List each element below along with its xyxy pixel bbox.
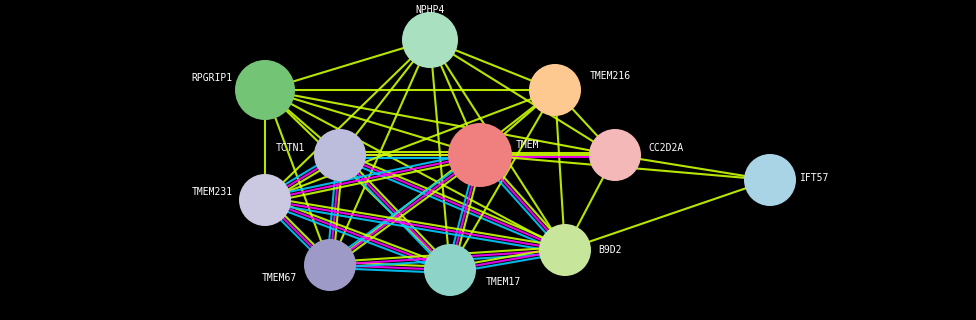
- Circle shape: [402, 12, 458, 68]
- Text: IFT57: IFT57: [800, 173, 830, 183]
- Text: NPHP4: NPHP4: [416, 5, 445, 15]
- Circle shape: [304, 239, 356, 291]
- Text: CC2D2A: CC2D2A: [648, 143, 683, 153]
- Circle shape: [589, 129, 641, 181]
- Circle shape: [529, 64, 581, 116]
- Circle shape: [424, 244, 476, 296]
- Text: TCTN1: TCTN1: [275, 143, 305, 153]
- Circle shape: [448, 123, 512, 187]
- Circle shape: [235, 60, 295, 120]
- Text: TMEM67: TMEM67: [262, 273, 297, 283]
- Text: TMEM216: TMEM216: [590, 71, 631, 81]
- Circle shape: [314, 129, 366, 181]
- Circle shape: [539, 224, 591, 276]
- Text: TMEM231: TMEM231: [192, 187, 233, 197]
- Text: TMEM17: TMEM17: [486, 277, 521, 287]
- Text: B9D2: B9D2: [598, 245, 622, 255]
- Text: TMEM: TMEM: [516, 140, 540, 150]
- Text: RPGRIP1: RPGRIP1: [191, 73, 232, 83]
- Circle shape: [744, 154, 796, 206]
- Circle shape: [239, 174, 291, 226]
